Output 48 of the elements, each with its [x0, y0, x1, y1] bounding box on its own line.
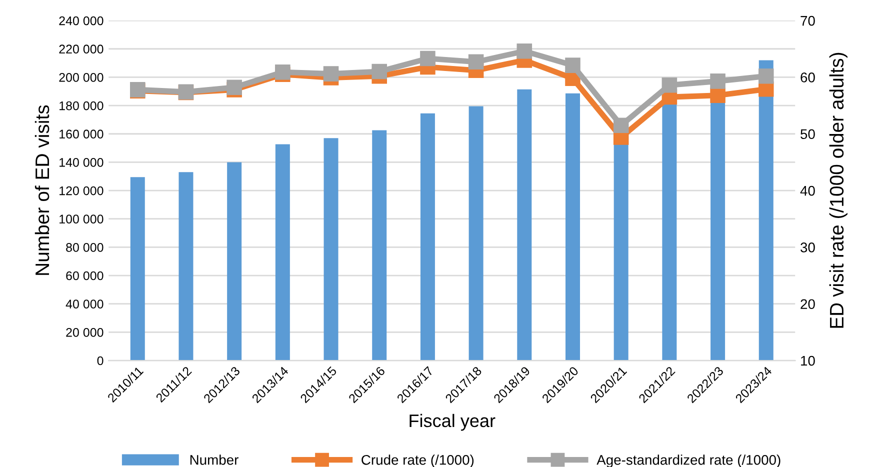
y-tick-label: 80 000 [66, 243, 104, 252]
bar [468, 106, 484, 361]
point [372, 64, 387, 80]
y-tick-label: 100 000 [60, 214, 104, 224]
point [662, 78, 678, 93]
y-tick-label: 200 000 [59, 73, 104, 82]
y-tick-label: 180 000 [60, 101, 104, 110]
y2-tick-label: 70 [800, 16, 815, 26]
y-tick-label: 240 000 [59, 16, 104, 26]
y-tick-label: 60 000 [66, 271, 104, 280]
bar [227, 162, 242, 361]
point [420, 50, 436, 66]
y-tick-label: 120 000 [60, 186, 104, 196]
bar [662, 102, 677, 361]
bar [324, 138, 338, 361]
y-tick-label: 220 000 [59, 44, 104, 54]
point [710, 88, 726, 103]
y-tick-label: 160 000 [60, 130, 104, 139]
y-tick-label: 20 000 [66, 328, 104, 337]
bar [420, 113, 435, 361]
point [468, 54, 484, 70]
point [613, 118, 629, 134]
point [516, 44, 532, 59]
point [710, 74, 726, 89]
x-axis-title: Fiscal year [410, 414, 496, 431]
bar [275, 144, 290, 361]
y2-axis-title: ED visit rate (/1000 older adults) [829, 52, 848, 328]
point [323, 66, 339, 82]
legend-label: Number [190, 454, 238, 465]
y2-tick-label: 20 [800, 299, 815, 310]
y-tick-label: 40 000 [66, 300, 104, 309]
y-axis-title: Number of ED visits [34, 105, 50, 275]
y2-tick-label: 30 [800, 242, 815, 252]
bar [372, 130, 387, 361]
y2-tick-label: 40 [800, 186, 815, 196]
bar [517, 89, 532, 361]
y2-tick-label: 60 [800, 72, 815, 82]
bar [130, 177, 145, 361]
point [758, 68, 774, 84]
bar [614, 144, 628, 361]
y-tick-label: 0 [97, 356, 104, 366]
bar [758, 60, 774, 361]
bar [178, 172, 194, 361]
point [565, 58, 580, 73]
y-tick-label: 140 000 [60, 158, 104, 167]
bar [565, 93, 580, 361]
y2-tick-label: 10 [801, 356, 815, 366]
y2-tick-label: 50 [800, 129, 815, 140]
